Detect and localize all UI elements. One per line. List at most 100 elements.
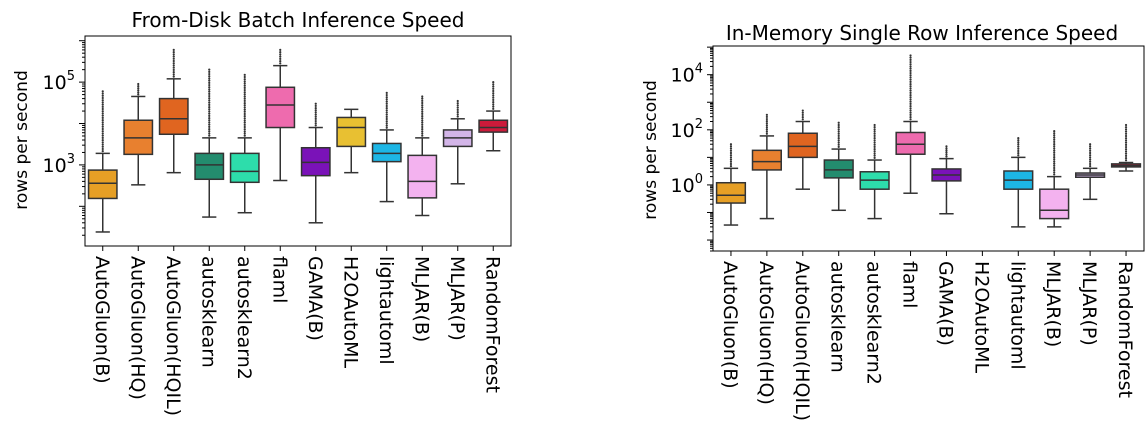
outlier-point [1053, 140, 1056, 144]
outlier-point [837, 139, 840, 142]
outlier-point [101, 101, 104, 104]
outlier-point [492, 101, 495, 104]
outlier-point [1053, 151, 1056, 154]
outlier-point [101, 112, 104, 115]
outlier-point [945, 151, 948, 154]
outlier-point [208, 103, 211, 106]
outlier-point [208, 68, 211, 71]
outlier-point [1053, 171, 1056, 174]
outlier-point [314, 104, 317, 108]
outlier-point [873, 145, 876, 148]
iqr-box [823, 159, 854, 179]
outlier-point [837, 134, 840, 138]
box-MLJAR(B) [407, 95, 438, 217]
box-MLJAR(P) [442, 99, 473, 185]
outlier-point [172, 68, 175, 72]
outlier-point [243, 73, 246, 76]
outlier-point [837, 121, 840, 124]
outlier-point [208, 108, 211, 111]
outlier-point [873, 150, 876, 153]
outlier-point [101, 90, 104, 93]
outlier-point [1089, 156, 1092, 159]
outlier-point [172, 57, 175, 60]
outlier-point [101, 105, 104, 108]
iqr-box [265, 86, 296, 129]
outlier-point [729, 162, 733, 166]
outlier-point [837, 123, 840, 127]
outlier-point [101, 123, 104, 126]
category-label: autosklearn [197, 256, 219, 368]
outlier-point [208, 101, 211, 104]
outlier-point [243, 132, 246, 135]
outlier-point [909, 58, 912, 61]
outlier-point [729, 154, 733, 157]
outlier-point [1089, 149, 1092, 152]
outlier-point [1053, 153, 1056, 157]
outlier-point [101, 107, 104, 111]
outlier-point [314, 124, 317, 127]
outlier-point [243, 78, 246, 81]
y-axis-label: rows per second [641, 80, 661, 219]
outlier-point [456, 108, 459, 111]
box-autosklearn2 [229, 73, 260, 214]
outlier-point [172, 64, 175, 67]
outlier-point [385, 102, 388, 105]
outlier-point [137, 91, 140, 94]
outlier-point [385, 117, 388, 121]
y-tick-label: 105 [43, 69, 75, 94]
box-flaml [895, 54, 926, 194]
category-label: GAMA(B) [934, 261, 956, 346]
outlier-point [765, 113, 768, 116]
outlier-point [421, 99, 424, 102]
outlier-point [873, 152, 876, 155]
outlier-point [1053, 160, 1056, 163]
outlier-point [765, 117, 768, 121]
box-AutoGluon(HQ) [123, 82, 154, 186]
outlier-point [456, 115, 459, 118]
outlier-point [909, 76, 912, 79]
outlier-point [1089, 143, 1092, 146]
outlier-point [208, 99, 211, 102]
outlier-point [243, 123, 246, 126]
outlier-point [909, 111, 912, 114]
outlier-point [279, 62, 282, 65]
outlier-point [1089, 158, 1092, 161]
outlier-point [421, 125, 424, 129]
box-AutoGluon(B) [87, 90, 118, 233]
outlier-point [137, 82, 140, 86]
category-label: GAMA(B) [304, 256, 326, 341]
outlier-point [837, 137, 840, 140]
iqr-box [336, 116, 367, 148]
y-tick-label: 103 [43, 152, 75, 177]
outlier-point [1124, 154, 1128, 157]
outlier-point [421, 117, 424, 120]
outlier-point [456, 102, 459, 105]
outlier-point [765, 130, 768, 133]
outlier-point [172, 71, 175, 74]
outlier-point [243, 128, 246, 131]
outlier-point [208, 110, 211, 113]
outlier-point [208, 90, 211, 93]
outlier-point [873, 123, 876, 127]
outlier-point [385, 93, 388, 97]
outlier-point [1089, 145, 1092, 148]
outlier-point [101, 145, 104, 148]
outlier-point [765, 115, 768, 119]
outlier-point [172, 53, 175, 56]
outlier-point [1089, 147, 1092, 150]
outlier-point [1124, 137, 1128, 140]
box-autosklearn [194, 68, 225, 218]
outlier-point [208, 72, 211, 76]
outlier-point [314, 106, 317, 110]
outlier-point [765, 120, 768, 123]
iqr-box [478, 119, 509, 133]
outlier-point [279, 60, 282, 63]
outlier-point [1053, 164, 1056, 167]
outlier-point [909, 67, 912, 70]
outlier-point [385, 104, 388, 108]
outlier-point [909, 74, 912, 77]
outlier-point [765, 126, 768, 129]
category-label: RandomForest [481, 256, 503, 393]
outlier-point [909, 113, 912, 117]
outlier-point [492, 94, 495, 97]
